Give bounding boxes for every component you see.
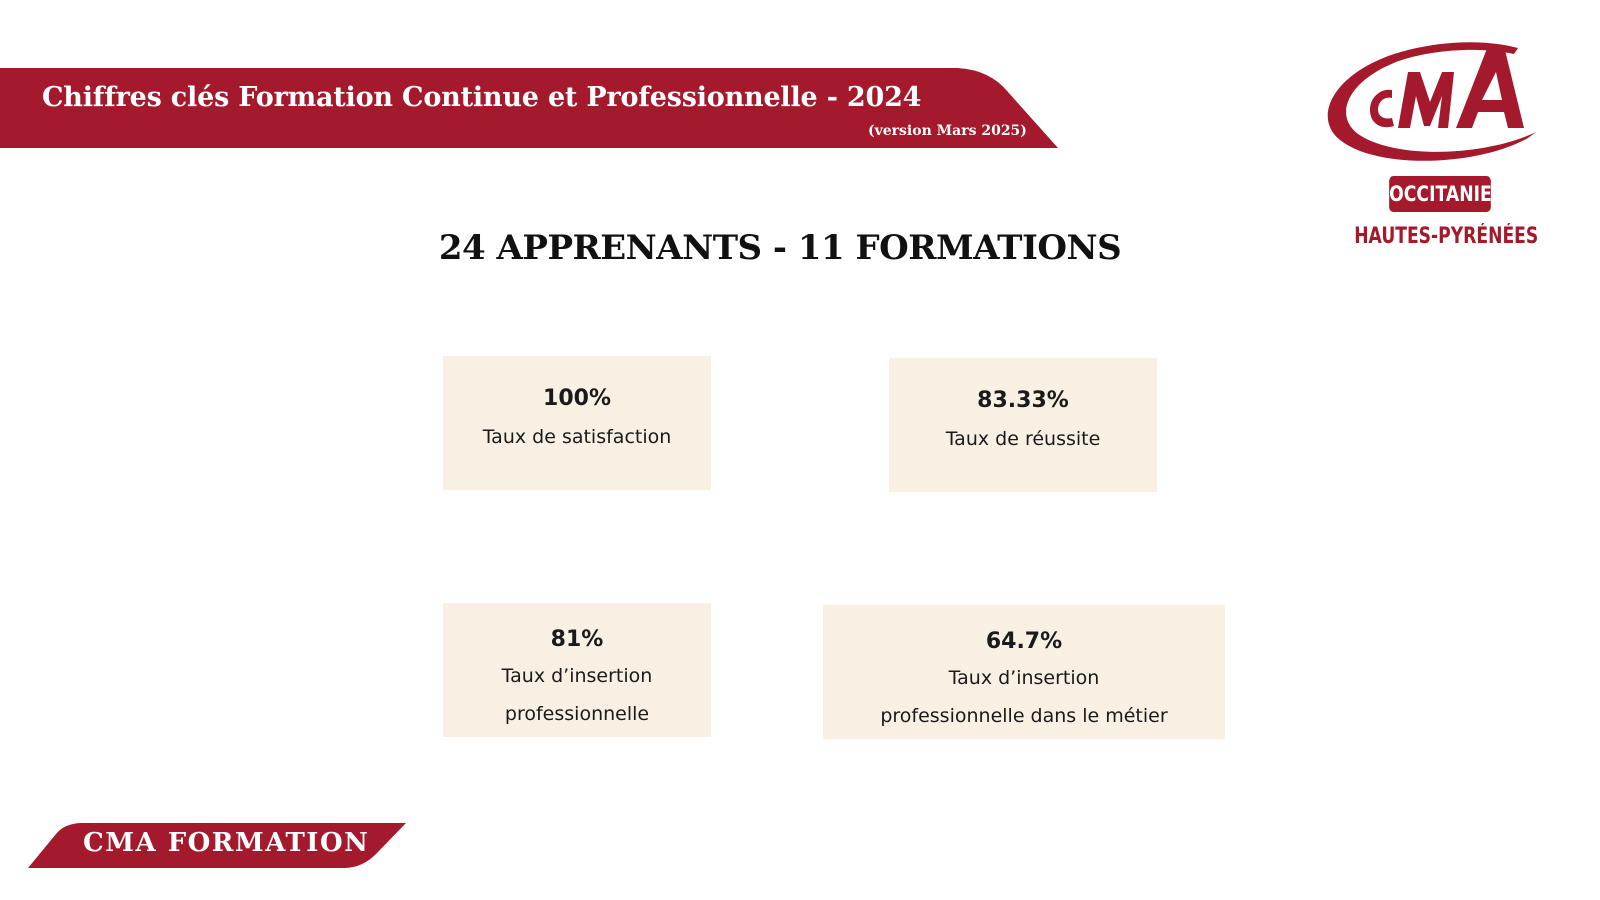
footer-banner-shape xyxy=(28,823,406,868)
stat-label: Taux de réussite xyxy=(945,428,1101,450)
footer-banner xyxy=(28,820,408,870)
footer-label: CMA FORMATION xyxy=(83,828,370,858)
cma-logo xyxy=(1318,38,1558,268)
stat-value: 81% xyxy=(550,627,604,652)
stat-value: 64.7% xyxy=(985,629,1063,654)
header-banner-shape xyxy=(0,68,1058,148)
stat-card-insertion: 81% Taux d’insertion professionnelle xyxy=(443,603,711,737)
stat-label-line-2: professionnelle xyxy=(504,703,650,725)
department-label: HAUTES-PYRÉNÉES xyxy=(1354,224,1539,249)
stat-card-satisfaction: 100% Taux de satisfaction xyxy=(443,356,711,490)
stat-label-line-1: Taux d’insertion xyxy=(501,665,653,687)
cma-logo-mark xyxy=(1327,42,1536,161)
stat-value: 100% xyxy=(543,386,611,411)
header-title: Chiffres clés Formation Continue et Prof… xyxy=(42,82,922,113)
stat-card-insertion-metier: 64.7% Taux d’insertion professionnelle d… xyxy=(823,605,1225,739)
stat-card-success: 83.33% Taux de réussite xyxy=(889,358,1157,492)
region-badge: OCCITANIE xyxy=(1389,176,1492,212)
stat-label-line-1: Taux d’insertion xyxy=(948,667,1100,689)
header-version: (version Mars 2025) xyxy=(868,123,1027,139)
stat-label: Taux de satisfaction xyxy=(482,426,672,448)
stat-value: 83.33% xyxy=(977,388,1069,413)
header-banner xyxy=(0,0,1060,160)
main-title: 24 APPRENANTS - 11 FORMATIONS xyxy=(438,228,1122,268)
stat-label-line-2: professionnelle dans le métier xyxy=(880,705,1168,727)
